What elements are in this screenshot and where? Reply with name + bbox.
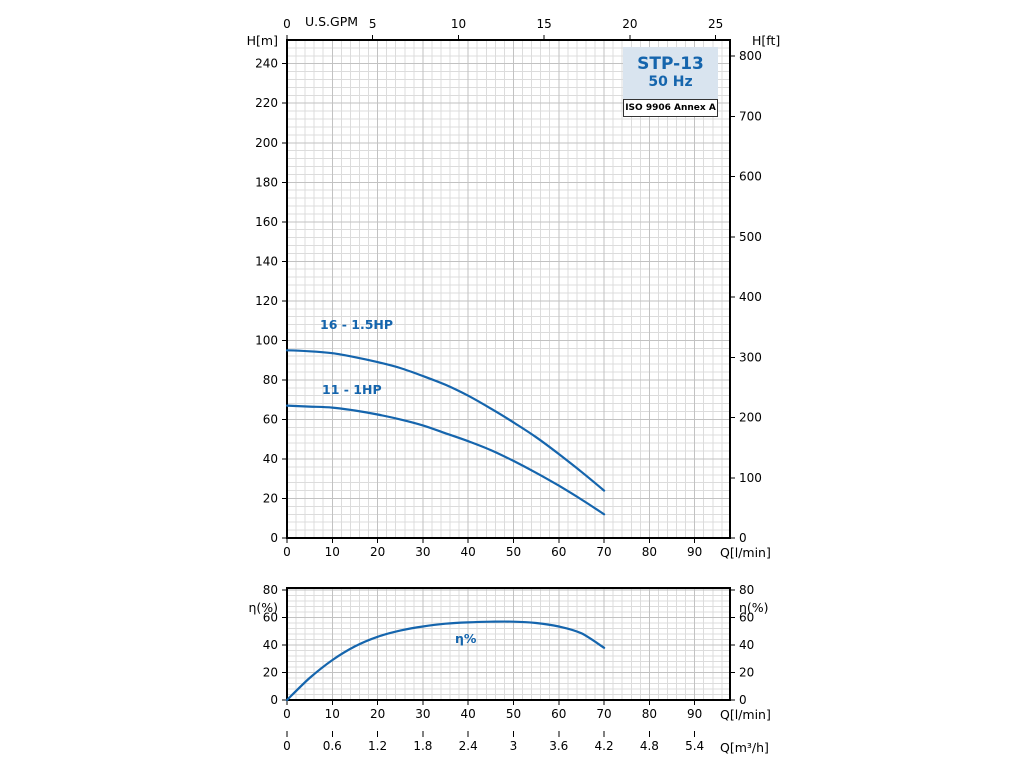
tick-label: 200 [255,136,278,150]
tick-label: 80 [263,373,278,387]
tick-label: 600 [739,170,762,184]
tick-label: 240 [255,57,278,71]
tick-label: 40 [739,638,754,652]
tick-label: 60 [551,707,566,721]
iso-standard-badge: ISO 9906 Annex A [623,99,718,117]
eta-y-left-axis-title: η(%) [248,600,278,615]
plot-border [286,39,731,539]
tick-label: 180 [255,175,278,189]
series-curve-1 [285,404,606,516]
main-x-bottom-axis-title: Q[l/min] [720,545,771,560]
tick-label: 1.2 [368,739,387,753]
tick-label: 60 [739,611,754,625]
tick-label: 3 [510,739,518,753]
tick-label: 0 [739,693,747,707]
main-x-top-axis-title: U.S.GPM [305,14,359,29]
curve-label-16-1-5hp: 16 - 1.5HP [320,317,394,332]
tick-labels: 0 10 20 30 40 50 60 70 80 90 0 20 40 60 80 0 20 40 60 80 0 0.… [263,583,755,753]
tick-label: 80 [642,545,657,559]
main-y-right-axis-title: H[ft] [752,33,781,48]
tick-label: 0 [270,693,278,707]
tick-label: 100 [739,471,762,485]
tick-label: 0 [283,17,291,31]
tick-label: 400 [739,290,762,304]
model-name: STP-13 [637,54,704,75]
tick-label: 50 [506,545,521,559]
tick-label: 25 [708,17,723,31]
curve-label-efficiency: η% [455,631,477,646]
tick-label: 20 [263,491,278,505]
tick-label: 1.8 [413,739,432,753]
tick-label: 0 [283,739,291,753]
eta-y-right-axis-title: η(%) [739,600,769,615]
tick-label: 40 [263,452,278,466]
tick-label: 0 [270,531,278,545]
tick-label: 220 [255,96,278,110]
tick-label: 20 [370,545,385,559]
series-curve-0 [285,620,606,702]
tick-label: 90 [687,707,702,721]
tick-label: 0 [739,531,747,545]
tick-label: 2.4 [459,739,478,753]
tick-label: 40 [461,707,476,721]
tick-label: 30 [415,545,430,559]
tick-label: 40 [461,545,476,559]
main-y-left-axis-title: H[m] [246,33,278,48]
tick-label: 80 [642,707,657,721]
tick-label: 4.8 [640,739,659,753]
axis-ticks [282,35,735,543]
tick-label: 700 [739,109,762,123]
tick-label: 60 [263,412,278,426]
m3h-axis-title: Q[m³/h] [720,740,769,755]
tick-label: 0.6 [323,739,342,753]
tick-label: 70 [596,707,611,721]
tick-label: 10 [325,545,340,559]
tick-label: 20 [622,17,637,31]
tick-label: 70 [596,545,611,559]
tick-label: 10 [325,707,340,721]
tick-label: 60 [263,611,278,625]
eta-x-bottom-axis-title: Q[l/min] [720,707,771,722]
tick-label: 4.2 [595,739,614,753]
tick-label: 40 [263,638,278,652]
tick-label: 15 [537,17,552,31]
tick-label: 20 [263,666,278,680]
tick-label: 20 [370,707,385,721]
grid [287,588,730,700]
tick-label: 0 [283,707,291,721]
tick-label: 30 [415,707,430,721]
tick-label: 80 [739,583,754,597]
tick-label: 300 [739,350,762,364]
tick-label: 500 [739,230,762,244]
tick-label: 5.4 [685,739,704,753]
tick-label: 3.6 [549,739,568,753]
tick-labels: 0 10 20 30 40 50 60 70 80 90 0 5 10 15 20 25 0 20 40 60 80 10… [255,17,762,559]
tick-label: 200 [739,411,762,425]
tick-label: 120 [255,294,278,308]
tick-label: 0 [283,545,291,559]
tick-label: 800 [739,49,762,63]
frequency-label: 50 Hz [648,74,693,91]
plot-border [286,587,731,701]
tick-label: 5 [369,17,377,31]
grid [287,40,730,538]
tick-label: 10 [451,17,466,31]
model-badge: STP-13 50 Hz [623,47,718,99]
tick-label: 100 [255,333,278,347]
tick-label: 50 [506,707,521,721]
curve-label-11-1hp: 11 - 1HP [322,382,382,397]
tick-label: 160 [255,215,278,229]
tick-label: 80 [263,583,278,597]
tick-label: 140 [255,254,278,268]
tick-label: 60 [551,545,566,559]
tick-label: 20 [739,666,754,680]
tick-label: 90 [687,545,702,559]
axis-ticks [282,589,735,737]
series-curve-0 [285,349,606,492]
